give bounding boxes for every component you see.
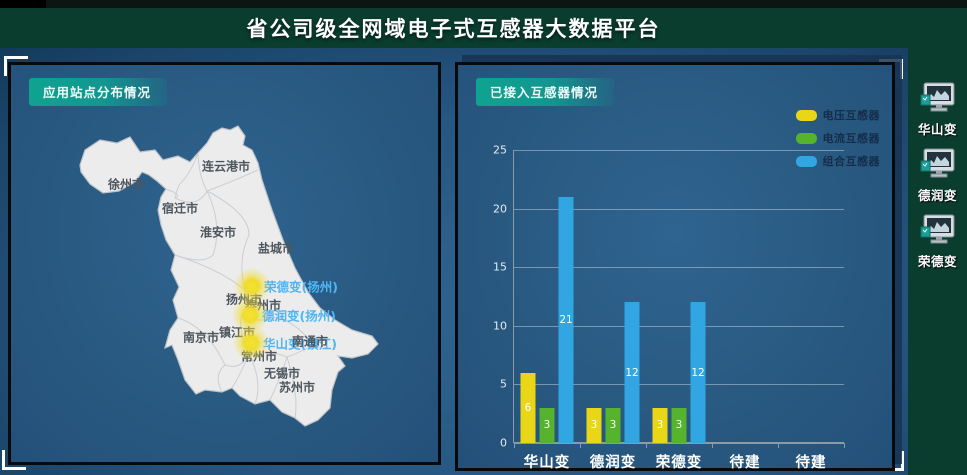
bar-value-label: 3 (609, 419, 617, 432)
station-label: 华山变(镇江) (263, 336, 337, 352)
map-city-label: 南通市 (291, 334, 329, 349)
province-outline (79, 125, 379, 427)
legend-item[interactable]: 电压互感器 (795, 107, 881, 123)
bar-value-label: 3 (675, 419, 683, 432)
corner-bracket-top-left (4, 56, 28, 76)
bar-value-label: 3 (590, 419, 598, 432)
bar-电流互感器[interactable]: 3 (539, 407, 555, 443)
gridline-15 (514, 267, 844, 269)
category-slot: 待建 (712, 150, 778, 471)
bar-电压互感器[interactable]: 3 (652, 407, 668, 443)
map-city-label: 苏州市 (278, 380, 316, 395)
monitor-chart-icon (920, 82, 954, 112)
y-axis-tick-label: 20 (493, 202, 507, 216)
legend-item[interactable]: 组合互感器 (795, 153, 881, 169)
legend-label: 电流互感器 (822, 132, 880, 145)
x-axis-tick (514, 443, 515, 448)
bar-组合互感器[interactable]: 12 (690, 302, 706, 443)
map-city-label: 淮安市 (199, 225, 237, 240)
map-city-label: 无锡市 (263, 366, 301, 381)
corner-bracket-bottom-left (2, 450, 26, 470)
sidebar-item-label: 德润变 (917, 188, 957, 203)
sidebar-item-label: 荣德变 (917, 254, 957, 269)
chart-panel: 已接入互感器情况 电压互感器 电流互感器 组合互感器 0 5 10 15 20 25 6 3 21 华… (455, 62, 895, 471)
station-label: 荣德变(扬州) (264, 279, 338, 295)
category-slot: 待建 (778, 150, 844, 471)
legend-item[interactable]: 电流互感器 (795, 130, 881, 146)
x-axis-category-label: 待建 (729, 455, 761, 471)
legend-label: 电压互感器 (822, 109, 880, 122)
map-city-label: 南京市 (182, 330, 220, 345)
bar-value-label: 12 (625, 366, 639, 379)
gridline-0 (514, 442, 844, 444)
gridline-10 (514, 325, 844, 327)
x-axis-category-label: 德润变 (589, 455, 637, 471)
x-axis-tick (778, 443, 779, 448)
bar-chart-plot: 0 5 10 15 20 25 6 3 21 华山变 3 3 12 德润变 3 3 12 荣德变 待建 待建 (493, 144, 845, 471)
sidebar-item-rongde[interactable]: 荣德变 (908, 214, 967, 270)
jiangsu-map-svg (79, 125, 379, 427)
bar-value-label: 3 (543, 419, 551, 432)
bar-group: 6 3 21 (520, 196, 574, 443)
app-header: 省公司级全网域电子式互感器大数据平台 (0, 8, 967, 48)
bar-value-label: 3 (656, 419, 664, 432)
bar-电压互感器[interactable]: 3 (586, 407, 602, 443)
x-axis-category-label: 华山变 (523, 455, 571, 471)
x-axis-tick (646, 443, 647, 448)
x-axis-category-label: 荣德变 (655, 455, 703, 471)
bar-电压互感器[interactable]: 6 (520, 372, 536, 443)
y-axis-tick-label: 10 (493, 319, 507, 333)
y-axis-tick-label: 0 (500, 436, 507, 450)
x-axis-tick (580, 443, 581, 448)
corner-bracket-top-right (879, 59, 903, 79)
bar-组合互感器[interactable]: 12 (624, 302, 640, 443)
bar-group: 3 3 12 (652, 302, 706, 443)
category-slot: 3 3 12 德润变 (580, 150, 646, 471)
bar-value-label: 6 (524, 401, 532, 414)
map-panel-title: 应用站点分布情况 (29, 78, 168, 106)
legend-swatch (795, 109, 817, 121)
y-axis-tick-label: 25 (493, 143, 507, 157)
category-slot: 3 3 12 荣德变 (646, 150, 712, 471)
monitor-chart-icon (920, 148, 954, 178)
bar-组合互感器[interactable]: 21 (558, 196, 574, 443)
map-city-label: 连云港市 (201, 159, 251, 174)
bar-电流互感器[interactable]: 3 (671, 407, 687, 443)
map-city-label: 盐城市 (257, 241, 295, 256)
station-marker[interactable] (233, 325, 269, 361)
x-axis-tick (712, 443, 713, 448)
bar-group: 3 3 12 (586, 302, 640, 443)
map-city-label: 宿迁市 (161, 201, 199, 216)
legend-swatch (795, 155, 817, 167)
chart-legend: 电压互感器电流互感器组合互感器 (795, 107, 881, 176)
jiangsu-map[interactable]: 连云港市徐州市宿迁市淮安市盐城市扬州市泰州市南京市镇江市常州市无锡市苏州市南通市… (11, 65, 438, 462)
category-slot: 6 3 21 华山变 (514, 150, 580, 471)
page-title: 省公司级全网域电子式互感器大数据平台 (246, 17, 661, 41)
y-axis-tick-label: 15 (493, 260, 507, 274)
monitor-chart-icon (920, 214, 954, 244)
y-axis-tick-label: 5 (500, 377, 507, 391)
top-strip (0, 0, 967, 8)
gridline-20 (514, 208, 844, 210)
station-label: 德润变(扬州) (262, 308, 336, 324)
bar-value-label: 21 (559, 313, 573, 326)
gridline-5 (514, 384, 844, 386)
top-strip-block (0, 0, 46, 8)
chart-panel-title: 已接入互感器情况 (476, 78, 615, 106)
legend-label: 组合互感器 (822, 155, 880, 168)
sidebar-item-label: 华山变 (917, 122, 957, 137)
legend-swatch (795, 132, 817, 144)
map-panel: 应用站点分布情况 (8, 62, 441, 465)
sidebar: 华山变 德润变 荣德变 (908, 48, 967, 475)
dashboard-content: 应用站点分布情况 (0, 48, 908, 475)
bar-value-label: 12 (691, 366, 705, 379)
sidebar-item-derun[interactable]: 德润变 (908, 148, 967, 204)
x-axis-tick (844, 443, 845, 448)
map-city-label: 徐州市 (107, 177, 145, 192)
sidebar-item-huashan[interactable]: 华山变 (908, 82, 967, 138)
bar-电流互感器[interactable]: 3 (605, 407, 621, 443)
x-axis-category-label: 待建 (795, 455, 827, 471)
gridline-25 (514, 150, 844, 151)
